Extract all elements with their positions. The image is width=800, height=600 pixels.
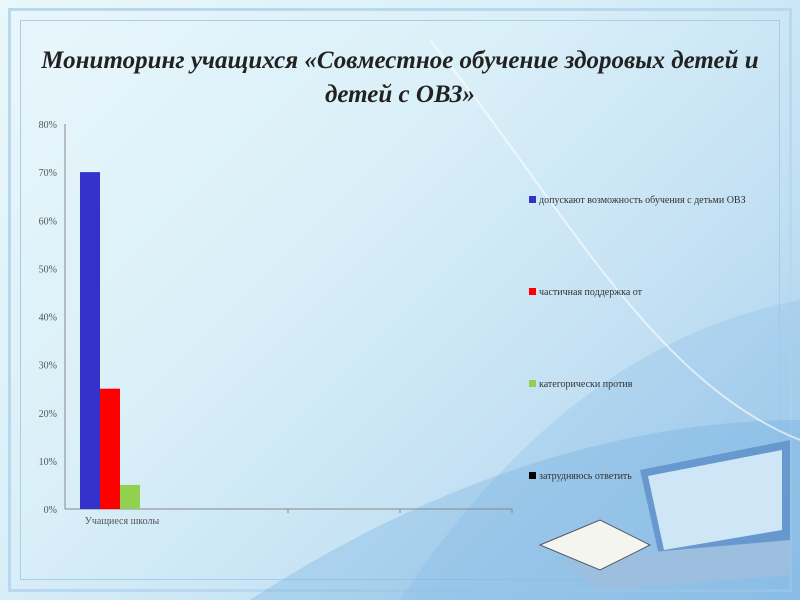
legend-label: затрудняюсь ответить	[539, 471, 632, 482]
bar	[80, 172, 100, 509]
legend-label: допускают возможность обучения с детьми …	[539, 195, 746, 206]
x-category-label: Учащиеся школы	[85, 516, 160, 527]
y-tick-label: 20%	[39, 409, 57, 420]
bar	[120, 484, 140, 509]
y-tick-label: 0%	[44, 505, 57, 516]
y-tick-label: 80%	[39, 120, 57, 131]
book-icon	[538, 519, 652, 571]
y-tick-label: 60%	[39, 216, 57, 227]
slide-inner-border	[20, 20, 780, 580]
legend-swatch	[529, 380, 536, 387]
y-tick-label: 10%	[39, 457, 57, 468]
y-tick-label: 70%	[39, 168, 57, 179]
legend-swatch	[529, 472, 536, 479]
legend-swatch	[529, 288, 536, 295]
bar	[100, 388, 120, 509]
legend-label: частичная поддержка от	[539, 287, 643, 298]
slide-frame	[8, 8, 792, 592]
legend-label: категорически против	[539, 379, 633, 390]
legend-swatch	[529, 196, 536, 203]
laptop-icon	[560, 440, 790, 590]
y-tick-label: 40%	[39, 313, 57, 324]
y-tick-label: 50%	[39, 264, 57, 275]
slide-title: Мониторинг учащихся «Совместное обучение…	[41, 47, 759, 108]
y-tick-label: 30%	[39, 361, 57, 372]
